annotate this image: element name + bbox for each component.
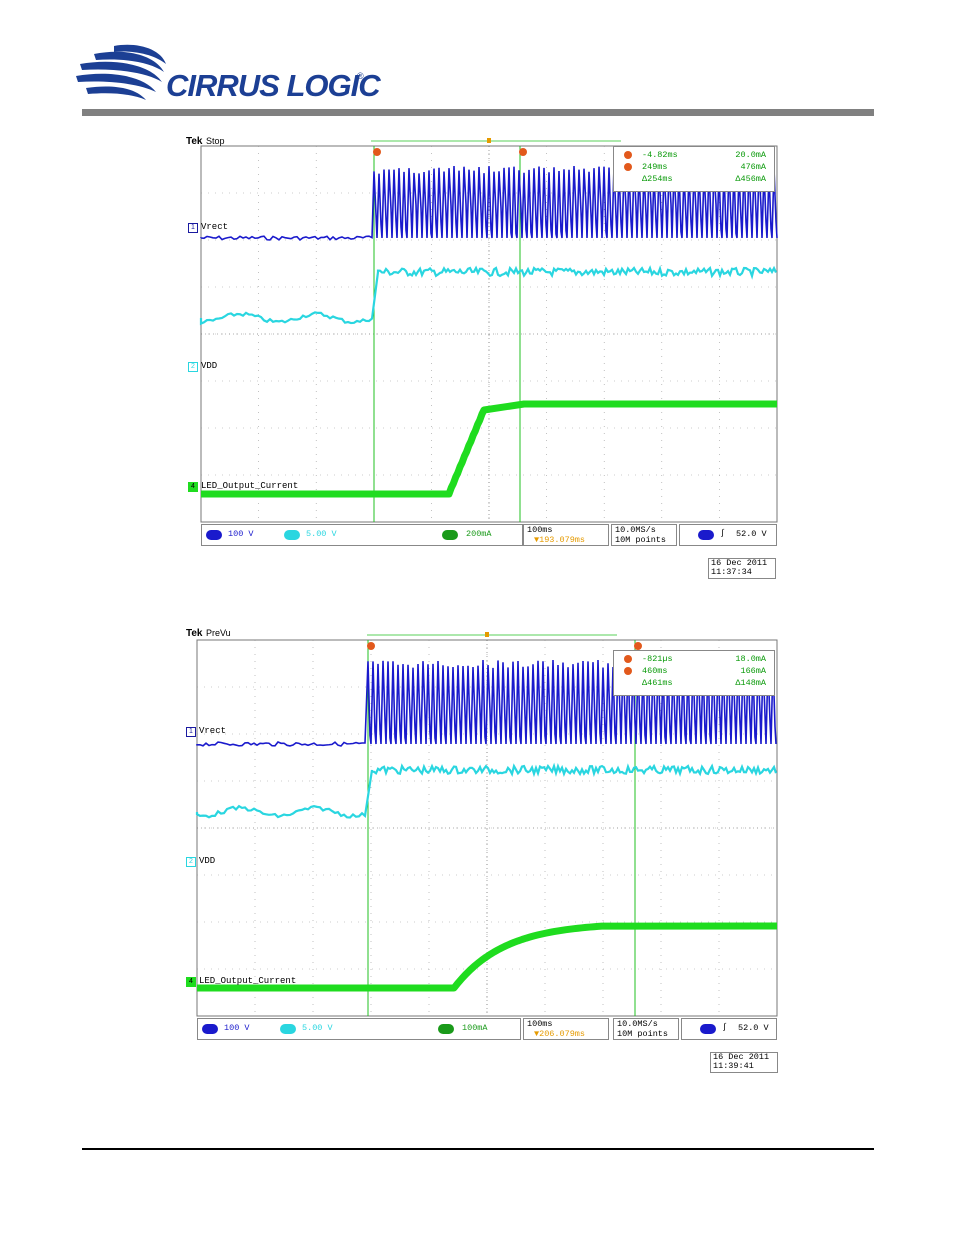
cursor-delta-time: Δ254ms: [642, 174, 673, 184]
sample-rate: 10.0MS/s: [617, 1019, 658, 1029]
footer-rule: [82, 1148, 874, 1150]
ch4-marker: 4: [188, 482, 198, 492]
company-logo-text: CIRRUS LOGIC: [166, 68, 381, 103]
cursor-b-time: 249ms: [642, 162, 668, 172]
channel-scales: 100 V 5.00 V 100mA: [197, 1018, 521, 1040]
oscilloscope-capture-2: Tek PreVu 1 Vrect 2 VDD 4 LED_Output_Cur…: [184, 628, 780, 1073]
ch2-scale: 5.00 V: [306, 529, 337, 539]
timebase: 100ms: [527, 525, 553, 535]
ch4-marker: 4: [186, 977, 196, 987]
ch1-scale: 100 V: [224, 1023, 250, 1033]
ch4-scale: 100mA: [462, 1023, 488, 1033]
cursor-b-icon: [624, 163, 632, 171]
acquisition-box: 10.0MS/s 10M points: [611, 524, 677, 546]
trigger-edge-icon: ∫: [720, 528, 726, 538]
trigger-ch1-icon: [698, 530, 714, 540]
trigger-position: ▼206.079ms: [534, 1029, 586, 1039]
ch1-icon: [202, 1024, 218, 1034]
timebase-box: 100ms ▼193.079ms: [523, 524, 609, 546]
ch1-scale: 100 V: [228, 529, 254, 539]
trigger-level: 52.0 V: [738, 1023, 769, 1033]
capture-date: 16 Dec 2011: [713, 1052, 770, 1062]
cursor-a-icon: [624, 655, 632, 663]
trigger-box: ∫ 52.0 V: [681, 1018, 777, 1040]
scope-brand: Tek: [186, 628, 203, 639]
record-length: 10M points: [615, 535, 667, 545]
ch2-label: VDD: [201, 361, 218, 371]
cursor-b-time: 460ms: [642, 666, 668, 676]
cursor-b-current: 166mA: [740, 666, 766, 676]
trigger-box: ∫ 52.0 V: [679, 524, 777, 546]
acquisition-status: PreVu: [206, 628, 231, 638]
scope-status-bar: 100 V 5.00 V 100mA 100ms ▼206.079ms 10.0…: [197, 1018, 777, 1040]
record-length: 10M points: [617, 1029, 669, 1039]
acquisition-box: 10.0MS/s 10M points: [613, 1018, 679, 1040]
scope-status-bar: 100 V 5.00 V 200mA 100ms ▼193.079ms 10.0…: [201, 524, 777, 546]
ch2-scale: 5.00 V: [302, 1023, 333, 1033]
capture-time: 11:39:41: [713, 1061, 754, 1071]
cursor-delta-current: Δ456mA: [735, 174, 766, 184]
cursor-a-current: 20.0mA: [735, 150, 766, 160]
cursor-a-icon: [624, 151, 632, 159]
cursor-measurements: -4.82ms 20.0mA 249ms 476mA Δ254ms Δ456mA: [613, 146, 775, 192]
ch1-icon: [206, 530, 222, 540]
capture-timestamp: 16 Dec 2011 11:37:34: [708, 558, 776, 579]
ch2-marker: 2: [188, 362, 198, 372]
ch4-label: LED_Output_Current: [201, 481, 299, 491]
ch2-marker: 2: [186, 857, 196, 867]
cirrus-logic-logo-swirl: [76, 44, 166, 100]
oscilloscope-capture-1: Tek Stop 1 Vrect 2 VDD 4 LED_Output_Curr…: [184, 136, 780, 579]
ch4-scale: 200mA: [466, 529, 492, 539]
cursor-delta-current: Δ148mA: [735, 678, 766, 688]
registered-mark: ®: [357, 71, 364, 81]
ch1-label: Vrect: [201, 222, 229, 232]
trigger-ch1-icon: [700, 1024, 716, 1034]
cursor-a-time: -821µs: [642, 654, 673, 664]
waveform-display-1: [199, 138, 778, 523]
trigger-level: 52.0 V: [736, 529, 767, 539]
ch1-marker: 1: [186, 727, 196, 737]
ch1-label: Vrect: [199, 726, 227, 736]
cursor-a-time: -4.82ms: [642, 150, 678, 160]
cursor-b-icon: [624, 667, 632, 675]
ch2-icon: [280, 1024, 296, 1034]
ch2-label: VDD: [199, 856, 216, 866]
ch1-marker: 1: [188, 223, 198, 233]
cursor-delta-time: Δ461ms: [642, 678, 673, 688]
cursor-measurements: -821µs 18.0mA 460ms 166mA Δ461ms Δ148mA: [613, 650, 775, 696]
ch4-label: LED_Output_Current: [199, 976, 297, 986]
cursor-a-current: 18.0mA: [735, 654, 766, 664]
header-rule: [82, 109, 874, 116]
cursor-b-current: 476mA: [740, 162, 766, 172]
channel-scales: 100 V 5.00 V 200mA: [201, 524, 523, 546]
trigger-position: ▼193.079ms: [534, 535, 586, 545]
ch4-icon: [442, 530, 458, 540]
ch2-icon: [284, 530, 300, 540]
capture-date: 16 Dec 2011: [711, 558, 768, 568]
timebase-box: 100ms ▼206.079ms: [523, 1018, 609, 1040]
trigger-edge-icon: ∫: [722, 1022, 728, 1032]
ch4-icon: [438, 1024, 454, 1034]
scope-brand: Tek: [186, 136, 203, 147]
timebase: 100ms: [527, 1019, 553, 1029]
capture-time: 11:37:34: [711, 567, 752, 577]
acquisition-status: Stop: [206, 136, 225, 146]
sample-rate: 10.0MS/s: [615, 525, 656, 535]
capture-timestamp: 16 Dec 2011 11:39:41: [710, 1052, 778, 1073]
